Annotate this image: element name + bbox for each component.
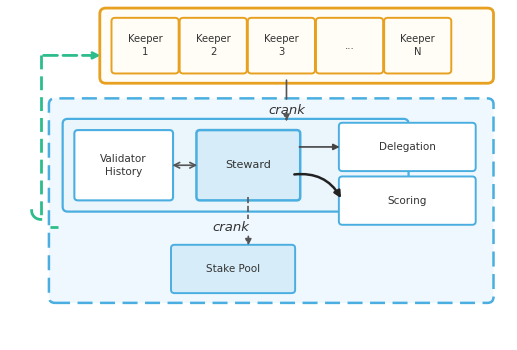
FancyBboxPatch shape: [179, 18, 247, 74]
FancyBboxPatch shape: [339, 176, 476, 225]
FancyBboxPatch shape: [171, 245, 295, 293]
Text: Keeper
2: Keeper 2: [196, 34, 231, 57]
FancyBboxPatch shape: [316, 18, 383, 74]
FancyBboxPatch shape: [100, 8, 494, 83]
Text: crank: crank: [212, 221, 249, 234]
Text: Delegation: Delegation: [379, 142, 436, 152]
FancyBboxPatch shape: [74, 130, 173, 201]
FancyBboxPatch shape: [63, 119, 408, 212]
Text: Validator
History: Validator History: [100, 154, 147, 177]
FancyBboxPatch shape: [49, 98, 494, 303]
Text: Stake Pool: Stake Pool: [206, 264, 260, 274]
FancyBboxPatch shape: [339, 123, 476, 171]
Text: crank: crank: [268, 104, 305, 117]
Text: Keeper
3: Keeper 3: [264, 34, 299, 57]
Text: ...: ...: [345, 41, 355, 51]
Text: Keeper
1: Keeper 1: [128, 34, 162, 57]
FancyBboxPatch shape: [196, 130, 300, 201]
Text: Steward: Steward: [225, 160, 271, 170]
FancyBboxPatch shape: [112, 18, 179, 74]
FancyBboxPatch shape: [384, 18, 451, 74]
Text: Keeper
N: Keeper N: [400, 34, 435, 57]
Text: Scoring: Scoring: [388, 196, 427, 206]
FancyBboxPatch shape: [248, 18, 315, 74]
